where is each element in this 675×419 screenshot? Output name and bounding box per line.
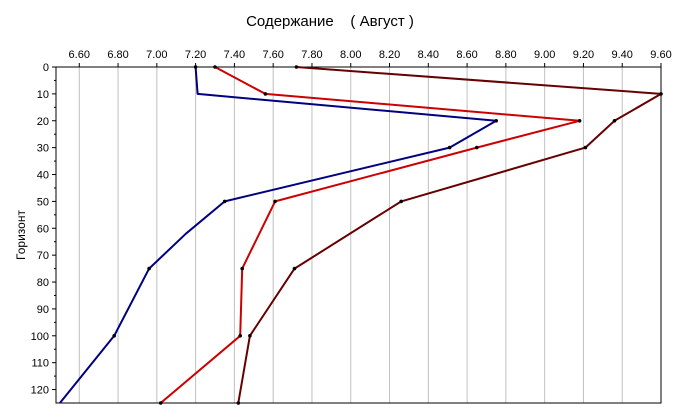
x-tick-label: 8.80 bbox=[495, 49, 516, 61]
x-tick-label: 9.00 bbox=[534, 49, 555, 61]
series-3-point bbox=[292, 266, 297, 271]
series-2-point bbox=[263, 92, 268, 96]
series-3-point bbox=[399, 199, 404, 204]
x-tick-label: 8.60 bbox=[456, 49, 477, 61]
y-tick-label: 70 bbox=[37, 250, 49, 262]
series-3-point bbox=[659, 92, 663, 96]
x-tick-label: 8.20 bbox=[379, 49, 400, 61]
x-tick-label: 7.60 bbox=[262, 49, 283, 61]
y-tick-label: 60 bbox=[37, 223, 49, 235]
series-2-point bbox=[475, 145, 479, 150]
series-1-point bbox=[494, 119, 499, 123]
x-tick-label: 9.40 bbox=[612, 49, 633, 61]
series-2-point bbox=[273, 199, 277, 204]
series-2-point bbox=[240, 266, 244, 271]
series-1-point bbox=[447, 145, 452, 150]
x-axis: 6.60 6.80 7.00 7.20 7.40 7.60 7.80 8.00 8.20 8.40… bbox=[69, 49, 672, 67]
x-tick-label: 6.60 bbox=[69, 49, 90, 61]
y-tick-label: 80 bbox=[37, 277, 49, 289]
series-3-point bbox=[248, 334, 252, 338]
chart-title: Содержание ( Август ) bbox=[246, 13, 414, 30]
series-2-point bbox=[158, 401, 163, 405]
x-tick-label: 7.40 bbox=[224, 49, 245, 61]
x-tick-label: 7.20 bbox=[185, 49, 206, 61]
series-2-point bbox=[213, 65, 217, 69]
x-tick-label: 9.20 bbox=[573, 49, 594, 61]
y-tick-label: 50 bbox=[37, 196, 49, 208]
x-tick-label: 9.60 bbox=[650, 49, 671, 61]
x-tick-label: 8.40 bbox=[418, 49, 439, 61]
y-tick-label: 90 bbox=[37, 304, 49, 316]
series-3-line bbox=[237, 66, 662, 404]
x-tick-label: 6.80 bbox=[107, 49, 128, 61]
series-3-point bbox=[236, 401, 241, 405]
series-2-line bbox=[160, 66, 581, 404]
series-3-point bbox=[612, 119, 617, 123]
series-2-point bbox=[238, 334, 242, 338]
series-2-point bbox=[577, 119, 582, 123]
y-tick-label: 40 bbox=[37, 170, 49, 182]
y-tick-label: 20 bbox=[37, 116, 49, 128]
series-1-point bbox=[112, 334, 116, 338]
x-tick-label: 7.00 bbox=[146, 49, 167, 61]
x-tick-label: 7.80 bbox=[301, 49, 322, 61]
series-group bbox=[59, 65, 663, 405]
x-tick-label: 8.00 bbox=[340, 49, 361, 61]
series-3-point bbox=[583, 145, 588, 150]
series-3-point bbox=[294, 65, 299, 69]
series-1-point bbox=[147, 266, 151, 271]
y-axis-label: Горизонт bbox=[14, 210, 28, 260]
y-tick-label: 30 bbox=[37, 143, 49, 155]
series-1-point bbox=[222, 199, 227, 204]
series-1-line bbox=[59, 66, 498, 404]
grid-lines bbox=[78, 67, 662, 403]
series-1-point bbox=[193, 65, 198, 69]
y-tick-label: 10 bbox=[37, 89, 49, 101]
plot-area bbox=[55, 66, 662, 404]
y-tick-label: 100 bbox=[31, 331, 49, 343]
y-tick-label: 110 bbox=[31, 358, 49, 370]
y-tick-label: 120 bbox=[31, 385, 49, 397]
y-axis: 0 10 20 30 40 50 60 70 80 90 100 110 120 bbox=[31, 62, 56, 397]
y-tick-label: 0 bbox=[43, 62, 49, 74]
